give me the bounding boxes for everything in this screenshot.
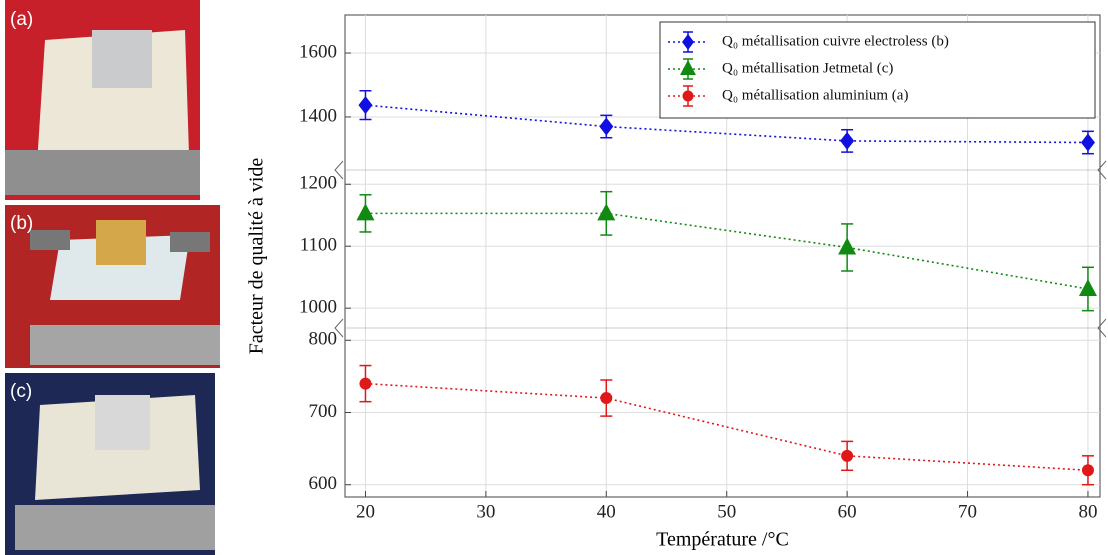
marker	[838, 237, 857, 255]
marker	[1081, 464, 1094, 477]
series-line	[365, 382, 1089, 472]
series	[356, 190, 1097, 312]
y-tick-label: 1000	[299, 297, 337, 318]
series-line	[365, 104, 1088, 144]
plot-frame	[344, 14, 1101, 498]
photo-a: (a)	[5, 0, 200, 200]
series	[359, 364, 1094, 486]
x-tick-label: 40	[597, 501, 616, 522]
x-axis-label: Température /°C	[656, 529, 789, 551]
marker	[597, 203, 616, 221]
legend-marker	[682, 90, 694, 102]
legend-label: Q₀ métallisation Jetmetal (c)	[722, 60, 893, 76]
photo-label: (a)	[10, 9, 33, 30]
marker	[599, 117, 614, 136]
x-tick-label: 70	[958, 501, 977, 522]
marker	[600, 392, 613, 405]
y-tick-label: 800	[309, 329, 338, 350]
legend-label: Q₀ métallisation cuivre electroless (b)	[722, 33, 949, 49]
marker	[356, 203, 375, 221]
break-mark	[334, 160, 344, 180]
x-tick-label: 60	[838, 501, 857, 522]
y-tick-label: 1400	[299, 105, 337, 126]
series	[358, 89, 1095, 155]
x-tick-label: 20	[356, 501, 375, 522]
marker	[840, 131, 855, 150]
legend-marker	[682, 34, 694, 50]
break-mark	[1097, 318, 1107, 338]
legend-label: Q₀ métallisation aluminium (a)	[722, 87, 908, 103]
legend-marker	[680, 60, 696, 75]
marker	[841, 449, 854, 462]
legend-box	[659, 21, 1096, 119]
y-tick-label: 600	[309, 473, 338, 494]
marker	[1078, 278, 1097, 296]
photo-label: (b)	[10, 213, 33, 234]
y-tick-label: 1100	[300, 235, 337, 256]
y-tick-label: 700	[309, 401, 338, 422]
series-line	[365, 212, 1089, 290]
y-tick-label: 1600	[299, 41, 337, 62]
x-tick-label: 30	[476, 501, 495, 522]
marker	[358, 96, 373, 115]
photo-label: (c)	[10, 381, 32, 402]
marker	[1080, 133, 1095, 152]
y-axis-label: Facteur de qualité à vide	[246, 158, 268, 355]
y-tick-label: 1200	[299, 173, 337, 194]
x-tick-label: 50	[717, 501, 736, 522]
legend: Q₀ métallisation cuivre electroless (b) Q…	[659, 21, 1096, 119]
break-mark	[334, 318, 344, 338]
photo-b: (b)	[5, 205, 220, 368]
photo-c: (c)	[5, 373, 215, 555]
x-tick-label: 80	[1078, 501, 1097, 522]
break-mark	[1097, 160, 1107, 180]
marker	[359, 377, 372, 390]
